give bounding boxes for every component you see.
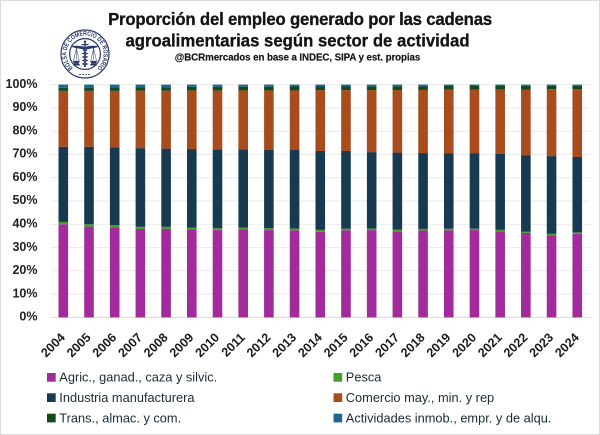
- svg-text:20%: 20%: [12, 263, 37, 277]
- svg-text:Industria manufacturera: Industria manufacturera: [59, 390, 195, 405]
- svg-text:Actividades inmob., empr. y de: Actividades inmob., empr. y de alqu.: [346, 410, 552, 425]
- svg-text:@BCRmercados en base a INDEC,: @BCRmercados en base a INDEC, SIPA y est…: [175, 52, 421, 63]
- svg-text:30%: 30%: [12, 240, 37, 254]
- svg-text:Comercio may., min. y rep: Comercio may., min. y rep: [346, 390, 494, 405]
- svg-text:100%: 100%: [6, 77, 38, 91]
- svg-text:Proporción del empleo generado: Proporción del empleo generado por las c…: [108, 8, 492, 29]
- svg-text:10%: 10%: [12, 286, 37, 300]
- svg-text:Trans., almac. y com.: Trans., almac. y com.: [59, 410, 181, 425]
- svg-text:80%: 80%: [12, 123, 37, 137]
- svg-text:90%: 90%: [12, 100, 37, 114]
- svg-text:70%: 70%: [12, 147, 37, 161]
- svg-text:60%: 60%: [12, 170, 37, 184]
- svg-text:agroalimentarias según sector: agroalimentarias según sector de activid…: [125, 30, 469, 51]
- svg-text:Agric., ganad., caza y silvic.: Agric., ganad., caza y silvic.: [59, 370, 217, 385]
- svg-text:0%: 0%: [19, 310, 37, 324]
- svg-text:Pesca: Pesca: [346, 370, 382, 385]
- svg-text:40%: 40%: [12, 217, 37, 231]
- svg-text:50%: 50%: [12, 193, 37, 207]
